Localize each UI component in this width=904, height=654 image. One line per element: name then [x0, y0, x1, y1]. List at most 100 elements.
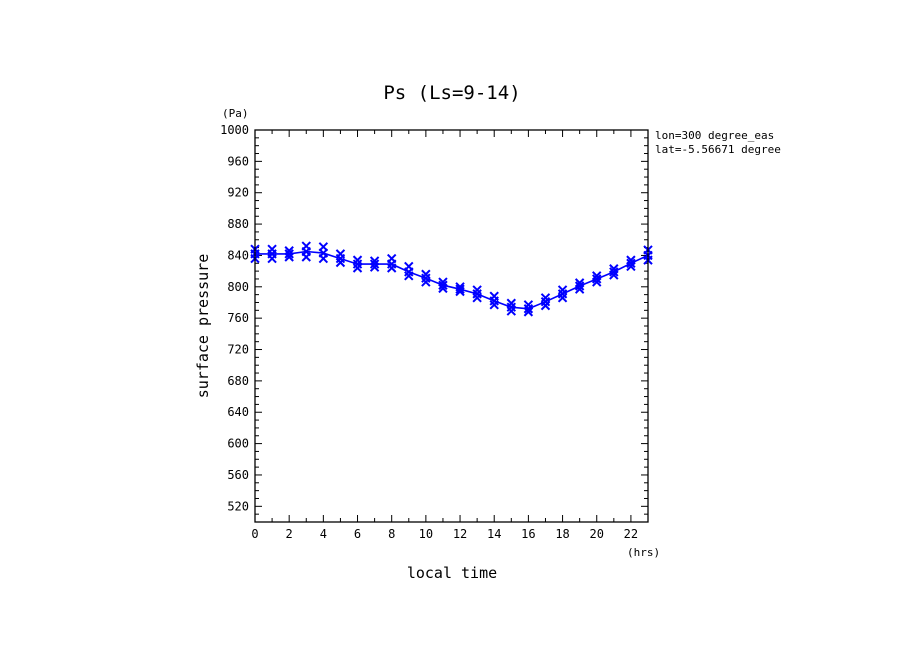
data-point [301, 241, 311, 251]
marker-stroke [284, 249, 294, 259]
marker-stroke [318, 242, 329, 252]
data-point [506, 298, 517, 308]
y-tick-label: 720 [227, 343, 249, 357]
x-tick-label: 18 [555, 527, 569, 541]
marker-stroke [472, 285, 482, 295]
marker-stroke [626, 258, 636, 268]
data-point [284, 249, 294, 259]
marker-stroke [267, 244, 277, 254]
marker-stroke [438, 280, 448, 290]
data-point [284, 246, 294, 256]
marker-stroke [506, 298, 517, 308]
data-point [438, 280, 448, 290]
lon-annotation: lon=300 degree_eas [655, 129, 774, 142]
x-tick-label: 10 [419, 527, 433, 541]
marker-stroke [574, 281, 585, 291]
data-point [609, 267, 619, 277]
data-point [523, 300, 534, 310]
marker-stroke [523, 300, 534, 310]
x-tick-label: 4 [320, 527, 327, 541]
marker-stroke [284, 246, 294, 256]
y-tick-label: 840 [227, 248, 249, 262]
data-point [421, 269, 431, 279]
axis-tick-labels: 5205606006406807207608008408809209601000… [220, 123, 638, 541]
data-point [523, 307, 534, 317]
marker-stroke [455, 284, 465, 294]
x-tick-label: 12 [453, 527, 467, 541]
marker-stroke [592, 271, 602, 281]
x-tick-label: 22 [624, 527, 638, 541]
plot-frame [254, 129, 649, 523]
y-tick-label: 920 [227, 186, 249, 200]
data-point [489, 291, 499, 301]
marker-stroke [489, 291, 499, 301]
data-point [352, 255, 363, 265]
x-tick-label: 8 [388, 527, 395, 541]
data-point [592, 274, 602, 284]
marker-stroke [301, 241, 311, 251]
marker-stroke [335, 249, 346, 259]
data-point [609, 264, 619, 274]
x-unit-label: (hrs) [627, 546, 660, 559]
y-tick-label: 760 [227, 311, 249, 325]
x-tick-label: 14 [487, 527, 501, 541]
y-tick-label: 560 [227, 468, 249, 482]
marker-stroke [626, 255, 636, 265]
marker-stroke [352, 255, 363, 265]
marker-stroke [438, 277, 448, 287]
data-point [318, 242, 329, 252]
data-point [455, 284, 465, 294]
y-tick-label: 680 [227, 374, 249, 388]
y-tick-label: 880 [227, 217, 249, 231]
data-point [404, 261, 414, 272]
data-point [574, 281, 585, 291]
x-tick-label: 20 [590, 527, 604, 541]
data-point [267, 244, 277, 254]
series-line [255, 250, 649, 310]
y-tick-label: 600 [227, 437, 249, 451]
marker-stroke [369, 259, 380, 269]
marker-stroke [574, 278, 585, 288]
x-tick-label: 2 [286, 527, 293, 541]
x-tick-label: 6 [354, 527, 361, 541]
data-point [574, 278, 585, 288]
marker-stroke [557, 285, 568, 295]
marker-stroke [540, 293, 551, 303]
data-point [369, 256, 380, 266]
marker-stroke [523, 307, 534, 317]
x-tick-label: 16 [521, 527, 535, 541]
data-point [626, 258, 636, 268]
axis-ticks [254, 129, 649, 522]
data-point [438, 277, 448, 287]
data-point [386, 253, 397, 264]
marker-stroke [386, 253, 397, 264]
chart-title: Ps (Ls=9-14) [383, 82, 520, 104]
x-tick-label: 0 [251, 527, 258, 541]
series-group [250, 241, 653, 317]
y-axis-label: surface pressure [194, 254, 212, 399]
marker-stroke [369, 256, 380, 266]
y-tick-label: 800 [227, 280, 249, 294]
data-point [369, 259, 380, 269]
marker-stroke [592, 274, 602, 284]
data-point [592, 271, 602, 281]
y-tick-label: 960 [227, 154, 249, 168]
data-point [455, 282, 465, 292]
lat-annotation: lat=-5.56671 degree [655, 143, 781, 156]
x-axis-label: local time [407, 564, 497, 582]
data-point [557, 285, 568, 295]
data-point [335, 249, 346, 259]
y-tick-label: 1000 [220, 123, 249, 137]
marker-stroke [609, 267, 619, 277]
marker-stroke [609, 264, 619, 274]
marker-stroke [455, 282, 465, 292]
data-point [472, 285, 482, 295]
y-unit-label: (Pa) [222, 107, 249, 120]
y-tick-label: 520 [227, 499, 249, 513]
data-point [540, 293, 551, 303]
marker-stroke [421, 269, 431, 279]
data-point [626, 255, 636, 265]
y-tick-label: 640 [227, 405, 249, 419]
marker-stroke [404, 261, 414, 272]
